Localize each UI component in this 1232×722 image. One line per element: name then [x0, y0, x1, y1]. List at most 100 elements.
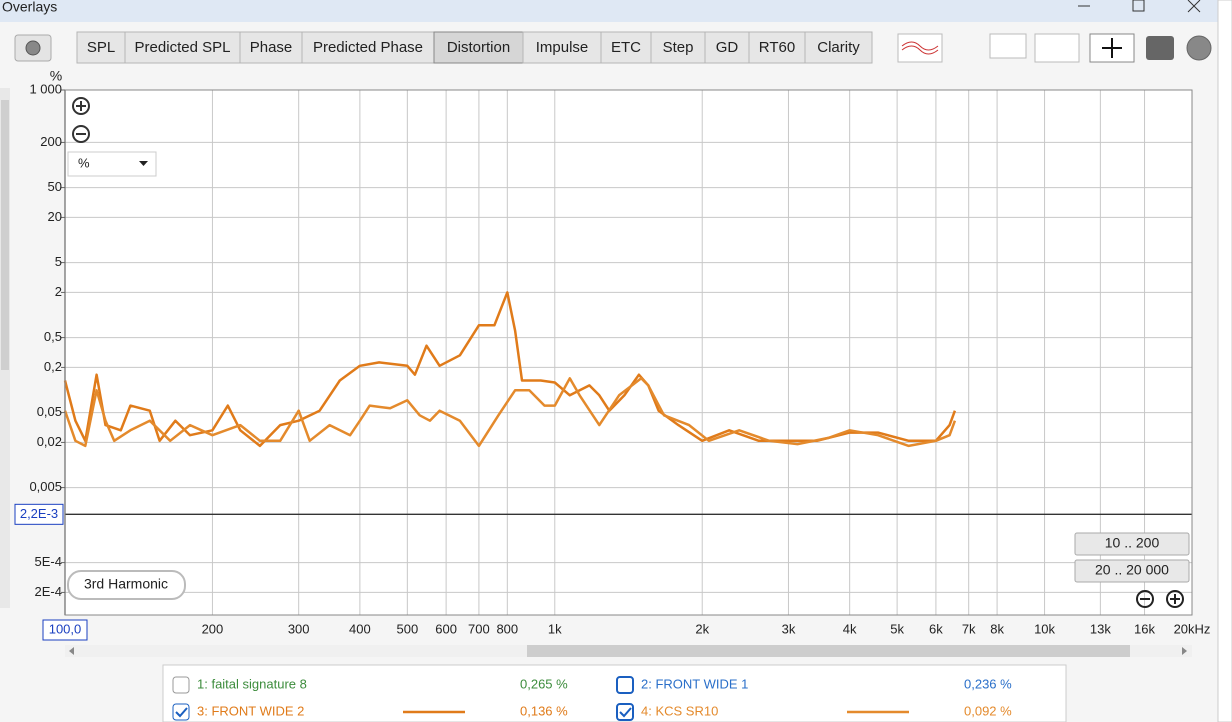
- legend-reading: 0,136 %: [520, 703, 568, 718]
- legend-check: [619, 707, 632, 718]
- x-tick-label: 8k: [990, 621, 1004, 636]
- x-tick-label: 4k: [843, 621, 857, 636]
- tab-label: ETC: [611, 39, 641, 56]
- tab-button[interactable]: [124, 31, 241, 64]
- settings-icon[interactable]: [1186, 35, 1212, 61]
- zoom-full-button[interactable]: [1074, 559, 1190, 583]
- legend-name: 3: FRONT WIDE 2: [197, 703, 304, 718]
- curves: [63, 291, 957, 448]
- x-tick-label: 13k: [1090, 621, 1111, 636]
- legend-panel: [162, 664, 1067, 722]
- x-tick-label: 3k: [782, 621, 796, 636]
- x-tick-label: 5k: [890, 621, 904, 636]
- legend-checkbox[interactable]: [172, 676, 190, 694]
- right-edge: [1217, 0, 1232, 722]
- x-tick-label: 500: [396, 621, 418, 636]
- title-bar: [0, 0, 1232, 22]
- tab-label: Predicted Phase: [313, 39, 423, 56]
- maximize-button[interactable]: [1132, 0, 1145, 12]
- x-tick-label: 1k: [548, 621, 562, 636]
- x-tick-label: 200: [202, 621, 224, 636]
- y-tick-label: 5: [55, 254, 62, 269]
- zoom-low-button[interactable]: [1074, 532, 1190, 556]
- tab-button[interactable]: [600, 31, 652, 64]
- harmonic-selector[interactable]: [67, 570, 186, 600]
- y-tick-label: 200: [40, 134, 62, 149]
- series-line: [63, 377, 957, 448]
- series-line: [63, 291, 957, 448]
- unit-dropdown[interactable]: [67, 151, 157, 177]
- plot-area: [65, 90, 1192, 615]
- tab-label: Impulse: [536, 39, 589, 56]
- tab-button[interactable]: [239, 31, 303, 64]
- display-icon[interactable]: [989, 33, 1027, 59]
- x-zoom-out[interactable]: [1136, 590, 1154, 608]
- tab-button[interactable]: [522, 31, 602, 64]
- tab-label: Distortion: [447, 39, 510, 56]
- y-tick-label: 0,5: [44, 329, 62, 344]
- tab-label: RT60: [759, 39, 795, 56]
- cursor-x-box: [42, 619, 88, 641]
- zoom-in-button[interactable]: [72, 97, 90, 115]
- tab-button[interactable]: [704, 31, 750, 64]
- y-tick-label: 50: [48, 179, 62, 194]
- tool-icons: [897, 33, 1212, 63]
- unit-dropdown-value: %: [78, 155, 90, 170]
- tab-button[interactable]: [748, 31, 806, 64]
- x-tick-label: 20kHz: [1174, 621, 1211, 636]
- y-tick-label: 0,2: [44, 359, 62, 374]
- zoom-full-label: 20 .. 20 000: [1095, 562, 1169, 578]
- legend-reading: 0,265 %: [520, 676, 568, 691]
- y-tick-label: 0,005: [29, 479, 62, 494]
- y-axis-label: %: [50, 68, 62, 84]
- x-zoom-in-sign: [1170, 594, 1180, 604]
- columns-icon[interactable]: [1034, 33, 1080, 63]
- cursor-y-box: [14, 503, 64, 525]
- x-tick-label: 2k: [695, 621, 709, 636]
- legend-reading: 0,092 %: [964, 703, 1012, 718]
- zoom-in-sign: [76, 101, 86, 111]
- tab-button[interactable]: [804, 31, 873, 64]
- tab-button[interactable]: [301, 31, 435, 64]
- tab-label: Phase: [250, 39, 293, 56]
- x-tick-label: 300: [288, 621, 310, 636]
- overlay-icon-lines: [901, 41, 939, 55]
- v-scroll-thumb[interactable]: [1, 100, 9, 370]
- window-title: Overlays: [2, 0, 57, 15]
- h-scroll-thumb[interactable]: [527, 645, 1130, 657]
- close-button[interactable]: [1187, 0, 1201, 13]
- x-tick-label: 400: [349, 621, 371, 636]
- x-tick-label: 16k: [1134, 621, 1155, 636]
- legend-checkbox[interactable]: [172, 703, 190, 721]
- controls-icon[interactable]: [1146, 36, 1174, 60]
- x-tick-label: 6k: [929, 621, 943, 636]
- camera-icon: [25, 40, 41, 56]
- tab-label: GD: [716, 39, 739, 56]
- dropdown-arrow: [139, 161, 148, 166]
- x-tick-label: 10k: [1034, 621, 1055, 636]
- y-tick-label: 0,05: [37, 404, 62, 419]
- harmonic-label: 3rd Harmonic: [84, 576, 168, 592]
- y-tick-label: 0,02: [37, 434, 62, 449]
- tab-label: Predicted SPL: [135, 39, 231, 56]
- legend-check: [175, 707, 188, 718]
- legend-name: 4: KCS SR10: [641, 703, 718, 718]
- x-zoom-in[interactable]: [1166, 590, 1184, 608]
- x-tick-label: 7k: [962, 621, 976, 636]
- legend-checkbox[interactable]: [616, 703, 634, 721]
- tab-label: Clarity: [817, 39, 860, 56]
- tab-button[interactable]: [433, 31, 524, 64]
- legend-name: 1: faital signature 8: [197, 676, 307, 691]
- tab-bar: SPL Predicted SPL Phase Predicted Phase Dist…: [76, 31, 873, 64]
- y-tick-label: 2: [55, 284, 62, 299]
- x-tick-label: 700: [468, 621, 490, 636]
- x-tick-label: 600: [435, 621, 457, 636]
- zoom-out-button[interactable]: [72, 125, 90, 143]
- fit-arrows: [1102, 38, 1122, 58]
- tab-label: Step: [663, 39, 694, 56]
- tab-button[interactable]: [650, 31, 706, 64]
- tab-label: SPL: [87, 39, 115, 56]
- legend-reading: 0,236 %: [964, 676, 1012, 691]
- legend-checkbox[interactable]: [616, 676, 634, 694]
